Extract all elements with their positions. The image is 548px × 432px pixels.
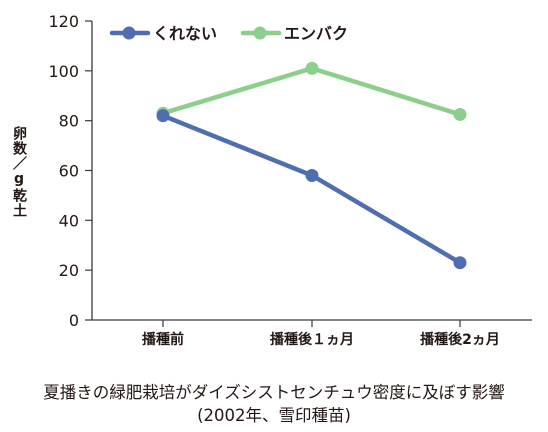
data-point: [305, 168, 319, 182]
chart-caption: 夏播きの緑肥栽培がダイズシストセンチュウ密度に及ぼす影響: [43, 383, 505, 402]
x-tick-label: 播種前: [142, 331, 184, 348]
x-tick-label: 播種後１ヵ月: [270, 331, 354, 348]
y-tick-label: 120: [48, 12, 79, 31]
data-point: [156, 109, 170, 123]
legend: くれない エンバク: [109, 24, 348, 43]
data-point: [453, 256, 467, 270]
legend-label: エンバク: [284, 24, 348, 43]
chart-caption-source: (2002年、雪印種苗): [197, 406, 351, 425]
series-layer: [156, 61, 467, 270]
series-line: [160, 66, 463, 117]
legend-marker: [122, 26, 136, 40]
legend-marker: [253, 26, 267, 40]
y-tick-label: 100: [48, 62, 79, 81]
x-tick-label: 播種後2ヵ月: [420, 331, 500, 348]
y-axis-label: 卵数／g乾土: [11, 126, 27, 218]
y-tick-label: 40: [59, 211, 79, 230]
data-point: [305, 61, 319, 75]
y-tick-label: 20: [59, 261, 79, 280]
series-line: [160, 113, 463, 265]
y-tick-label: 0: [69, 311, 79, 330]
y-tick-label: 60: [59, 162, 79, 181]
legend-label: くれない: [153, 24, 217, 43]
y-tick-label: 80: [59, 112, 79, 131]
data-point: [453, 107, 467, 121]
axes: 0 20 40 60 80 100 120 播種前 播種後１ヵ月 播種後2ヵ月: [48, 12, 532, 348]
